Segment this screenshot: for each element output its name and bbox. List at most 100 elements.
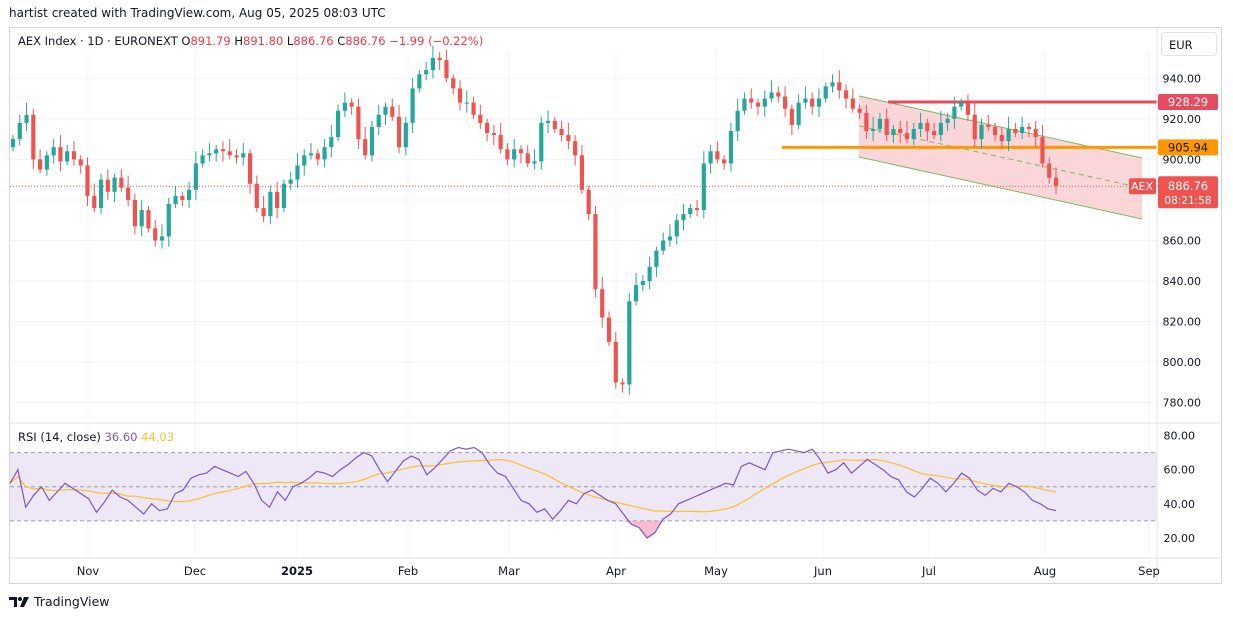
time-tick-label: Aug xyxy=(1034,564,1056,578)
candle-body xyxy=(735,110,740,131)
candle-body xyxy=(884,118,889,136)
candle-body xyxy=(1053,177,1059,186)
low-value: 886.76 xyxy=(293,34,334,48)
candle-body xyxy=(613,341,618,383)
candle-body xyxy=(159,236,165,241)
price-tick-label: 840.00 xyxy=(1163,275,1202,288)
channel-lower-line xyxy=(858,156,1143,220)
candle-body xyxy=(552,120,557,129)
candle-body xyxy=(10,139,16,148)
candle-body xyxy=(261,208,266,217)
price-axis: 780.00800.00820.00840.00860.00880.00900.… xyxy=(10,27,1222,584)
candle-body xyxy=(58,147,63,162)
candle-body xyxy=(356,106,361,140)
candle-body xyxy=(457,88,463,103)
rsi-tick-label: 60.00 xyxy=(1164,464,1196,477)
candle-body xyxy=(369,126,375,156)
candle-body xyxy=(180,195,185,200)
candle-body xyxy=(247,153,253,184)
candle-body xyxy=(98,179,104,209)
candle-body xyxy=(153,228,158,241)
candle-body xyxy=(586,189,591,215)
candle-body xyxy=(681,214,686,221)
rsi-ma-value: 44.03 xyxy=(141,430,175,444)
candle-body xyxy=(119,177,124,188)
symbol-legend[interactable]: AEX Index · 1D · EURONEXT O891.79 H891.8… xyxy=(18,34,483,48)
candle-body xyxy=(71,151,77,160)
tradingview-footer[interactable]: TradingView xyxy=(9,594,110,609)
candle-body xyxy=(227,151,232,156)
candle-body xyxy=(708,151,713,164)
time-tick-label: Feb xyxy=(398,564,418,578)
candle-body xyxy=(755,102,761,107)
candle-body xyxy=(999,135,1004,142)
candle-body xyxy=(512,149,517,160)
candle-body xyxy=(864,112,869,131)
candle-body xyxy=(430,58,435,71)
resistance-tag-bg xyxy=(1158,94,1218,111)
candle-body xyxy=(965,102,971,115)
price-tick-label: 800.00 xyxy=(1163,356,1202,369)
open-label: O xyxy=(181,34,191,48)
candle-body xyxy=(444,60,449,79)
candle-body xyxy=(112,177,117,192)
resistance-tag: 928.29 xyxy=(1168,95,1208,109)
open-value: 891.79 xyxy=(190,34,231,48)
chart-frame xyxy=(9,27,1222,584)
price-tick-label: 780.00 xyxy=(1163,397,1202,410)
candle-body xyxy=(796,102,801,125)
candle-body xyxy=(132,199,137,227)
candle-body xyxy=(634,285,639,302)
candle-body xyxy=(810,98,815,107)
rsi-pane xyxy=(9,446,1157,539)
candle-body xyxy=(241,153,246,158)
candle-body xyxy=(593,214,598,290)
candle-body xyxy=(173,195,178,204)
candle-body xyxy=(579,155,584,190)
candle-body xyxy=(17,122,22,140)
candle-body xyxy=(877,118,882,129)
candle-body xyxy=(904,133,910,140)
candle-body xyxy=(295,165,300,180)
candle-body xyxy=(979,124,984,140)
candle-body xyxy=(525,153,530,164)
low-label: L xyxy=(286,34,294,48)
candle-body xyxy=(207,153,212,156)
candle-body xyxy=(336,110,341,138)
candle-body xyxy=(911,128,916,140)
candle-body xyxy=(390,106,395,117)
candle-body xyxy=(302,155,307,166)
support-tag: 905.94 xyxy=(1168,140,1208,154)
candle-body xyxy=(715,151,720,160)
candle-body xyxy=(816,98,822,107)
candle-body xyxy=(1040,137,1045,164)
candle-body xyxy=(742,98,747,111)
last-price-tag: 886.76 xyxy=(1168,179,1208,193)
candle-body xyxy=(44,155,49,170)
time-tick-label: Sep xyxy=(1138,564,1160,578)
candle-body xyxy=(139,210,144,227)
candle-body xyxy=(992,126,998,136)
price-tick-label: 940.00 xyxy=(1163,72,1202,85)
rsi-legend[interactable]: RSI (14, close) 36.60 44.03 xyxy=(18,430,174,444)
candle-body xyxy=(288,179,293,184)
candle-body xyxy=(234,155,239,158)
time-tick-label: Jul xyxy=(921,564,936,578)
candle-body xyxy=(573,141,578,156)
candle-body xyxy=(85,165,90,196)
descending-channel xyxy=(858,95,1143,220)
candle-body xyxy=(952,106,957,119)
currency-selector[interactable]: EUR xyxy=(1161,32,1217,56)
time-tick-label: Jun xyxy=(813,564,832,578)
candle-body xyxy=(518,149,524,154)
candle-body xyxy=(627,301,632,385)
rsi-tick-label: 80.00 xyxy=(1164,430,1196,443)
candle-body xyxy=(376,114,381,127)
chart-attribution: hartist created with TradingView.com, Au… xyxy=(9,6,386,20)
candle-body xyxy=(24,114,29,123)
candle-body xyxy=(200,155,205,164)
candle-body xyxy=(566,135,571,142)
candle-body xyxy=(281,183,286,209)
candle-body xyxy=(871,128,876,131)
